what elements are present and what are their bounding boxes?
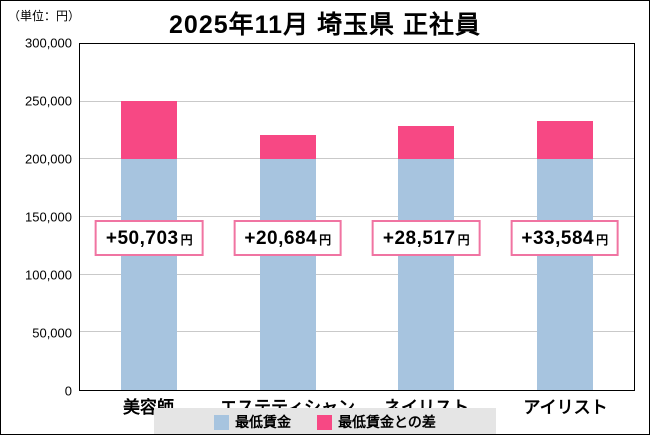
gridline bbox=[80, 100, 634, 102]
legend-swatch bbox=[214, 414, 230, 430]
y-tick-label: 300,000 bbox=[25, 35, 72, 51]
bar-segment-minimum-wage bbox=[398, 159, 455, 390]
bar-segment-minimum-wage bbox=[536, 159, 593, 390]
stacked-bar bbox=[398, 126, 455, 390]
y-axis: 300,000 250,000 200,000 150,000 100,000 50,00… bbox=[7, 36, 79, 399]
annotation-suffix: 円 bbox=[319, 232, 332, 247]
gridline bbox=[80, 158, 634, 160]
legend-label: 最低賃金 bbox=[235, 414, 292, 430]
legend-item: 最低賃金 bbox=[214, 412, 291, 432]
bar-segment-difference bbox=[259, 135, 316, 160]
bar-segment-difference bbox=[398, 126, 455, 160]
bar-segment-difference bbox=[121, 100, 178, 160]
y-tick-label: 100,000 bbox=[25, 267, 72, 283]
stacked-bar bbox=[259, 135, 316, 390]
gridline bbox=[80, 331, 634, 333]
annotation-value: +28,517 bbox=[382, 227, 456, 249]
y-tick-label: 150,000 bbox=[25, 209, 72, 225]
bar-segment-minimum-wage bbox=[121, 159, 178, 390]
legend-row: 最低賃金 最低賃金との差 bbox=[1, 408, 649, 434]
plot-area: +50,703 円 +20,684 円 +28,517 円 +33,584 円 bbox=[79, 43, 635, 391]
gridline bbox=[80, 216, 634, 217]
bar-segment-difference bbox=[536, 120, 593, 160]
unit-label: （単位：円） bbox=[8, 9, 81, 23]
annotation-suffix: 円 bbox=[457, 232, 470, 247]
annotation-box: +20,684 円 bbox=[233, 219, 343, 256]
annotation-box: +50,703 円 bbox=[94, 219, 204, 256]
bar-segment-minimum-wage bbox=[259, 159, 316, 390]
y-tick-label: 0 bbox=[64, 383, 72, 399]
annotation-value: +50,703 bbox=[105, 227, 179, 249]
legend-swatch bbox=[317, 414, 333, 430]
annotation-suffix: 円 bbox=[180, 232, 193, 247]
y-tick-label: 200,000 bbox=[25, 151, 72, 167]
annotation-value: +33,584 bbox=[521, 227, 595, 249]
stacked-bar bbox=[536, 120, 593, 390]
annotation-box: +33,584 円 bbox=[510, 219, 620, 256]
legend: 最低賃金 最低賃金との差 bbox=[154, 408, 496, 434]
chart-area: 300,000 250,000 200,000 150,000 100,000 50,00… bbox=[7, 36, 635, 399]
stacked-bar bbox=[121, 100, 178, 390]
annotation-value: +20,684 bbox=[244, 227, 318, 249]
y-tick-label: 50,000 bbox=[32, 325, 72, 341]
chart-title: 2025年11月 埼玉県 正社員 bbox=[169, 11, 481, 39]
gridline bbox=[80, 273, 634, 275]
annotation-box: +28,517 円 bbox=[371, 219, 481, 256]
annotation-suffix: 円 bbox=[596, 232, 609, 247]
legend-item: 最低賃金との差 bbox=[317, 412, 436, 432]
x-axis-label: アイリスト bbox=[523, 398, 608, 417]
y-tick-label: 250,000 bbox=[25, 93, 72, 109]
legend-label: 最低賃金との差 bbox=[338, 414, 436, 430]
